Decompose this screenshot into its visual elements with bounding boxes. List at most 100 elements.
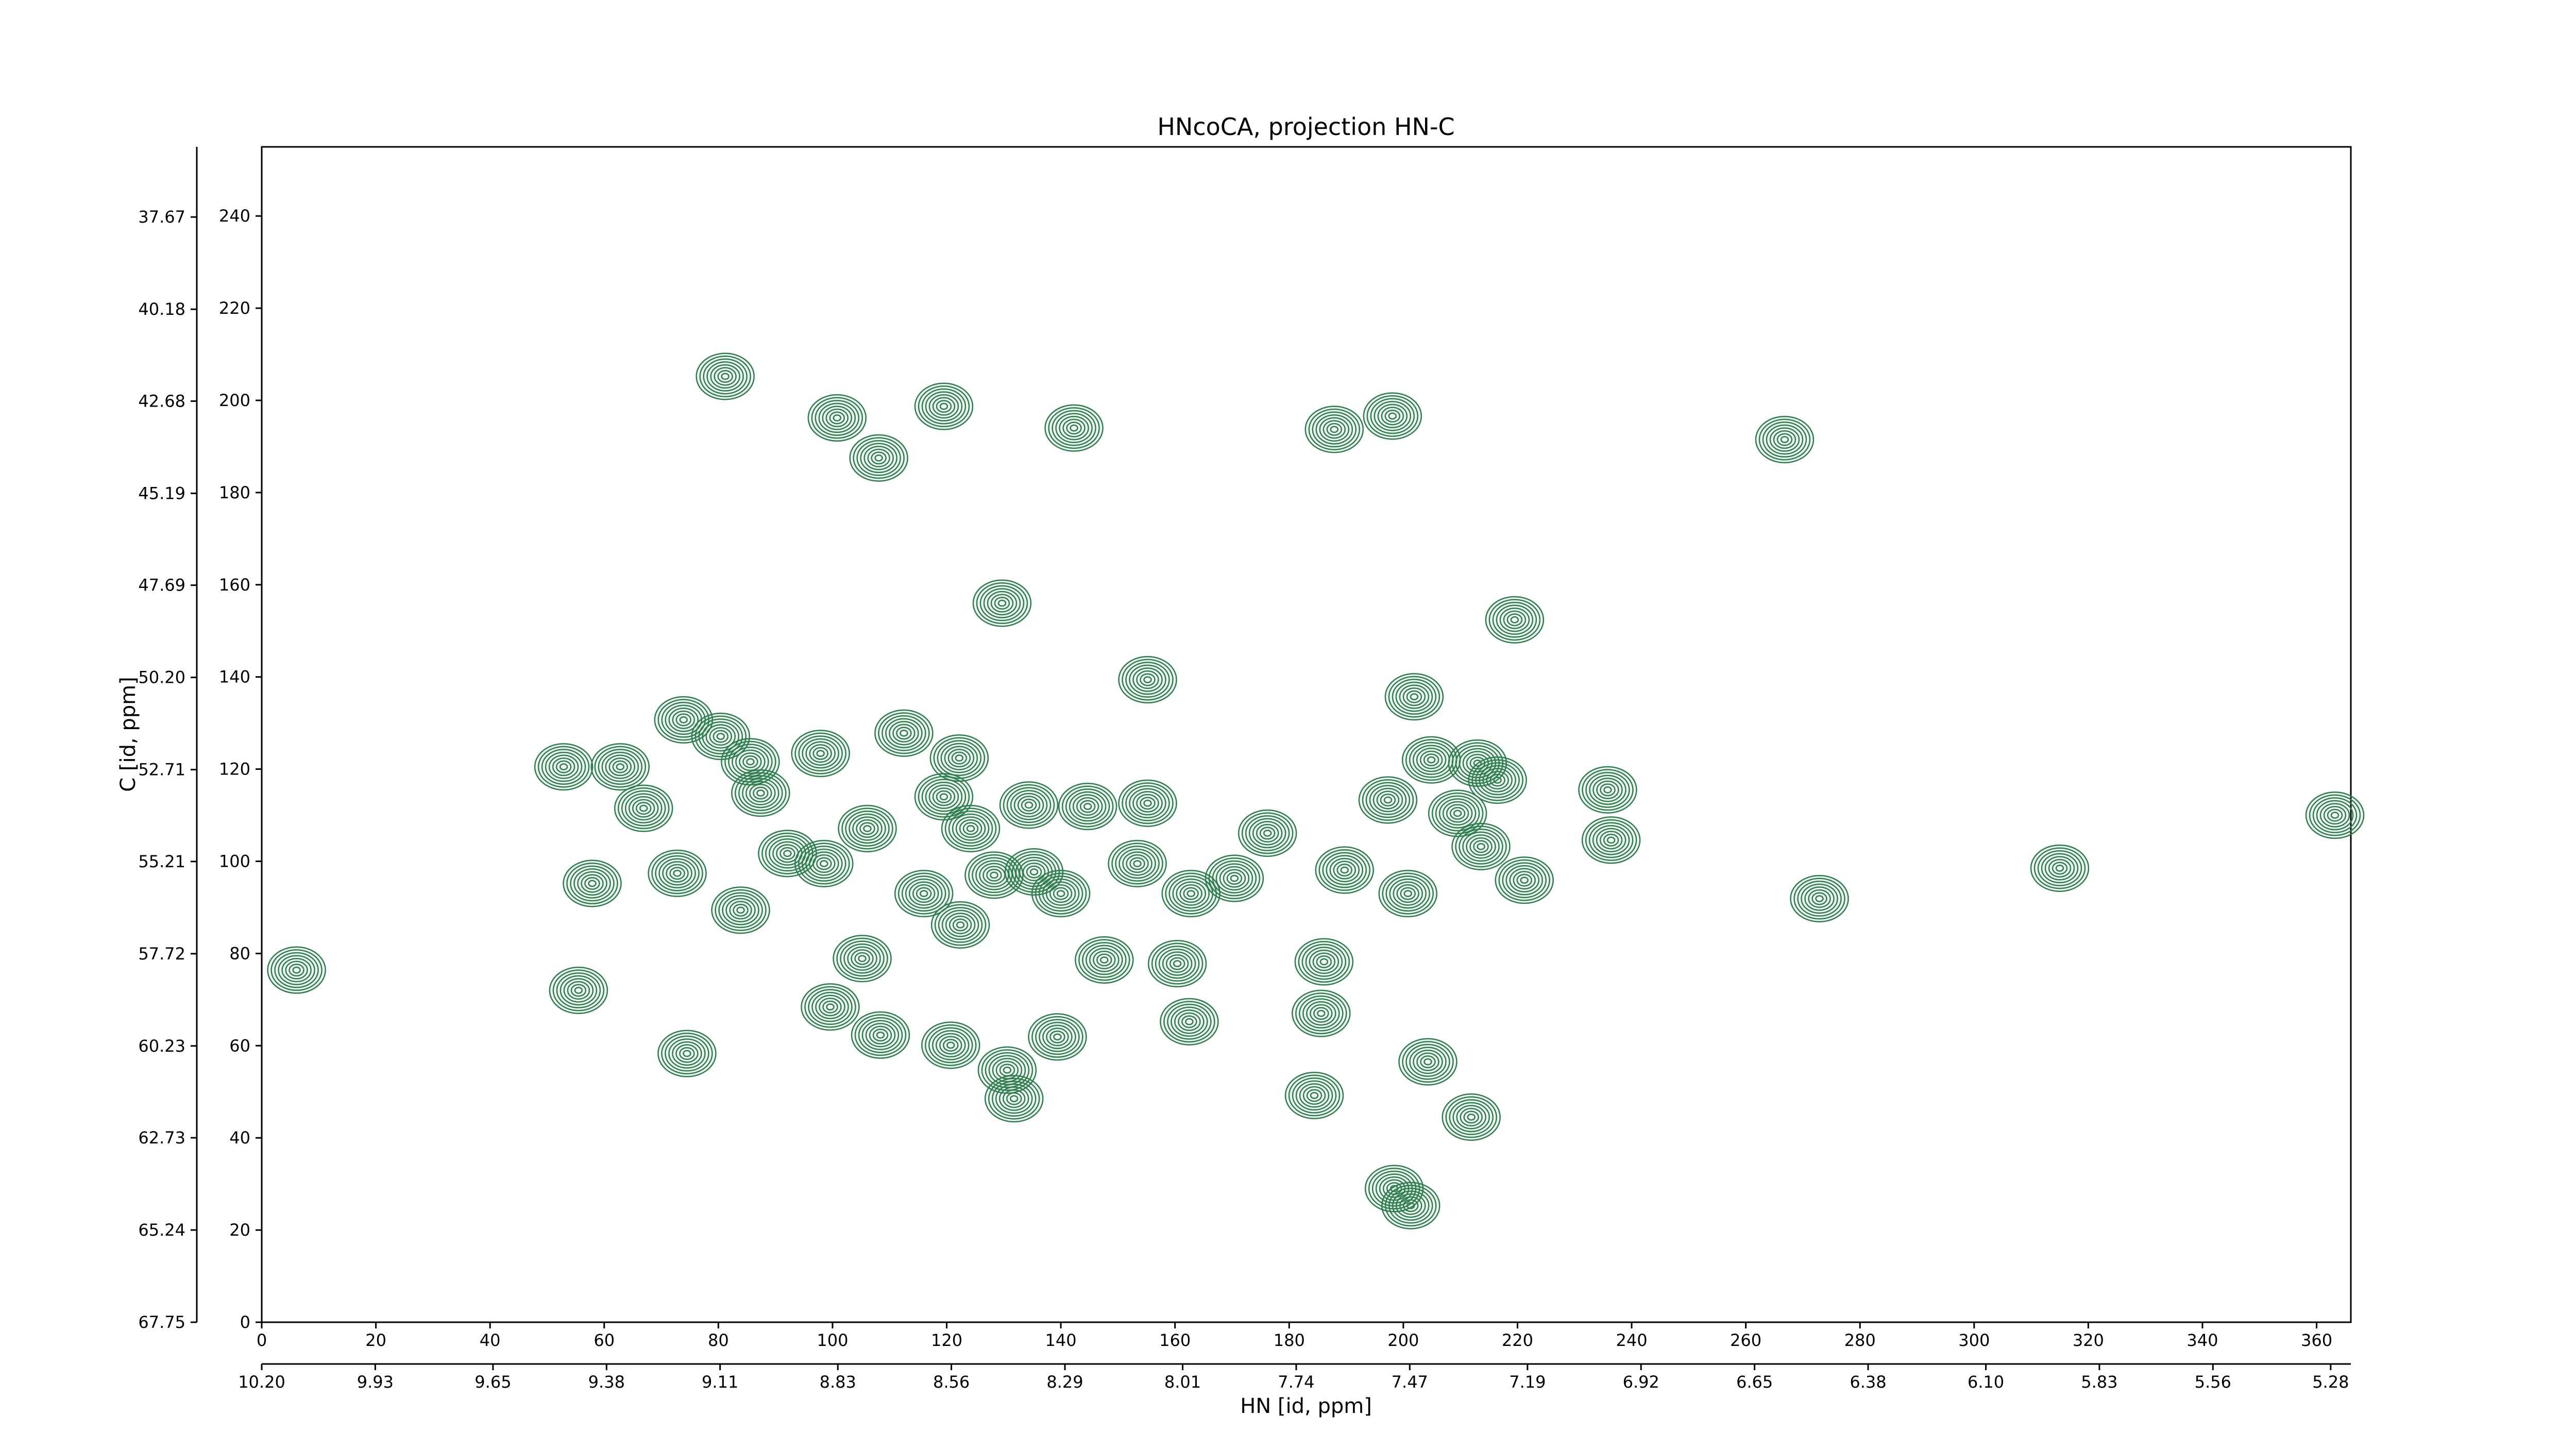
y2-tick-label: 65.24 [138,1220,185,1240]
peak-contour [1031,870,1091,918]
y2-tick-label: 57.72 [138,944,185,964]
peak-contour [807,394,867,442]
x2-tick-label: 8.29 [1046,1372,1083,1392]
y2-tick-label: 47.69 [138,576,185,595]
peak-contour [977,1046,1037,1094]
peak-contour [1028,1013,1087,1061]
peak-contour [2305,791,2365,839]
x2-tick-label: 9.38 [588,1372,625,1392]
y-tick-label: 180 [219,483,250,502]
peak-contour [1442,1093,1501,1141]
x-tick-label: 100 [817,1330,848,1350]
x-tick-label: 60 [594,1330,615,1350]
peak-contour [794,839,854,887]
x2-tick-label: 6.10 [1968,1372,2004,1392]
x2-tick-label: 7.74 [1278,1372,1314,1392]
peak-contour [1790,874,1849,922]
y-tick-label: 0 [240,1312,250,1332]
peak-contour [267,946,326,994]
x-tick-label: 160 [1159,1330,1191,1350]
peak-contour [791,730,850,778]
peak-contour [1578,766,1637,814]
x2-tick-label: 6.92 [1623,1372,1659,1392]
peak-contour [1495,856,1554,904]
x-axis-label: HN [id, ppm] [1240,1394,1372,1418]
peak-contour [1384,673,1444,721]
x2-tick-label: 7.19 [1509,1372,1546,1392]
x2-tick-label: 7.47 [1392,1372,1428,1392]
x2-tick-label: 8.56 [933,1372,970,1392]
x2-tick-label: 6.65 [1736,1372,1773,1392]
peak-contour [534,743,594,791]
peak-contour [590,743,650,791]
x-tick-label: 340 [2187,1330,2218,1350]
x-tick-label: 360 [2301,1330,2332,1350]
y2-tick-label: 67.75 [138,1312,185,1332]
peak-contour [1755,416,1815,463]
peak-contour [614,784,673,832]
peak-contour [1294,938,1354,986]
peak-contour [648,849,707,897]
x2-tick-label: 9.93 [357,1372,394,1392]
y-tick-label: 100 [219,851,250,871]
peak-contour [1581,816,1641,864]
peak-contour [1075,936,1134,984]
x-tick-label: 300 [1958,1330,1990,1350]
y2-tick-label: 55.21 [138,852,185,871]
peak-contour [654,696,714,744]
peak-contour [1304,406,1364,453]
y2-tick-label: 50.20 [138,668,185,687]
y2-tick-label: 40.18 [138,299,185,319]
peak-contour [1381,1182,1440,1229]
peak-contour [929,734,989,782]
x-tick-label: 280 [1844,1330,1876,1350]
peak-contour [833,935,892,983]
x-tick-label: 80 [708,1330,729,1350]
x2-tick-label: 10.20 [238,1372,285,1392]
y2-tick-label: 60.23 [138,1036,185,1056]
x2-tick-label: 8.83 [820,1372,856,1392]
x-tick-label: 140 [1045,1330,1077,1350]
x-tick-label: 0 [257,1330,267,1350]
peak-contour [711,886,770,934]
peak-contour [1378,870,1437,918]
peak-contour [1485,596,1545,644]
x-tick-label: 200 [1387,1330,1419,1350]
peak-contour [921,1021,980,1069]
peak-contour [691,713,751,761]
peak-contour [1358,776,1418,824]
x-tick-label: 240 [1616,1330,1647,1350]
y2-tick-label: 62.73 [138,1128,185,1148]
y-axis-label: C [id, ppm] [116,677,140,792]
peak-contour [1160,998,1219,1046]
peak-contour [1118,779,1177,827]
peak-contour [1315,846,1374,894]
y-tick-label: 40 [229,1128,250,1148]
peak-contour [1238,809,1297,857]
x-tick-label: 180 [1274,1330,1305,1350]
x2-tick-label: 5.83 [2081,1372,2117,1392]
y2-tick-label: 52.71 [138,760,185,780]
y-tick-label: 200 [219,391,250,410]
peak-contour [696,352,755,400]
x2-tick-label: 9.65 [474,1372,511,1392]
peak-contour [838,804,897,852]
x-tick-label: 120 [931,1330,962,1350]
peak-contour [1108,839,1167,887]
y-tick-label: 120 [219,760,250,779]
peak-contour [1044,404,1104,452]
peak-contour [731,769,790,817]
peak-contour [851,1011,910,1059]
peak-contour [941,804,1001,852]
y-tick-label: 220 [219,298,250,318]
x-tick-label: 260 [1730,1330,1761,1350]
peak-contour [914,382,974,430]
peak-contour [1205,854,1264,902]
peak-contour [801,983,860,1031]
peak-contour [563,860,622,907]
x-tick-label: 40 [480,1330,501,1350]
peak-contour [999,781,1059,829]
y-tick-label: 60 [229,1036,250,1055]
peak-contour [930,901,990,949]
peak-contour [657,1030,717,1077]
